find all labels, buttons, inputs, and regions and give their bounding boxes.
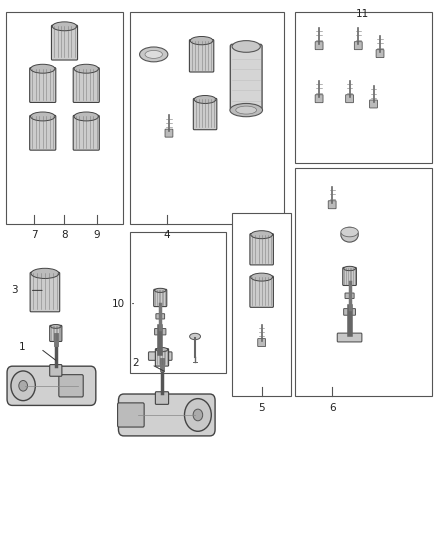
Text: 11: 11	[356, 10, 369, 19]
FancyBboxPatch shape	[343, 268, 357, 286]
FancyBboxPatch shape	[315, 95, 323, 103]
Ellipse shape	[156, 348, 168, 352]
Ellipse shape	[251, 273, 272, 281]
FancyBboxPatch shape	[30, 68, 56, 102]
FancyBboxPatch shape	[155, 392, 169, 405]
FancyBboxPatch shape	[154, 289, 167, 306]
Text: 1: 1	[19, 342, 25, 352]
Text: 3: 3	[11, 285, 18, 295]
Ellipse shape	[31, 112, 55, 121]
Ellipse shape	[236, 106, 257, 114]
FancyBboxPatch shape	[51, 25, 78, 60]
Ellipse shape	[230, 103, 262, 117]
Text: 2: 2	[132, 358, 138, 368]
FancyBboxPatch shape	[49, 365, 62, 376]
FancyBboxPatch shape	[59, 375, 83, 397]
Ellipse shape	[74, 64, 99, 73]
Text: 5: 5	[258, 403, 265, 413]
Circle shape	[19, 381, 28, 391]
FancyBboxPatch shape	[315, 42, 323, 50]
Ellipse shape	[190, 333, 201, 340]
Bar	[130, 12, 284, 224]
FancyBboxPatch shape	[344, 309, 356, 315]
Text: 8: 8	[61, 230, 68, 240]
Bar	[232, 214, 291, 397]
Ellipse shape	[341, 227, 358, 242]
FancyBboxPatch shape	[258, 338, 265, 346]
Bar	[295, 168, 432, 397]
Ellipse shape	[74, 112, 99, 121]
FancyBboxPatch shape	[7, 366, 96, 406]
Ellipse shape	[190, 36, 213, 45]
Ellipse shape	[50, 325, 61, 328]
Ellipse shape	[145, 51, 162, 59]
FancyBboxPatch shape	[118, 394, 215, 436]
FancyBboxPatch shape	[250, 233, 273, 265]
Ellipse shape	[140, 47, 168, 62]
Circle shape	[184, 399, 211, 431]
FancyBboxPatch shape	[345, 293, 354, 298]
Ellipse shape	[344, 266, 356, 271]
FancyBboxPatch shape	[354, 42, 362, 50]
FancyBboxPatch shape	[73, 68, 99, 102]
Text: 10: 10	[112, 298, 125, 309]
FancyBboxPatch shape	[250, 276, 273, 308]
Text: 7: 7	[31, 230, 37, 240]
Text: 9: 9	[94, 230, 100, 240]
FancyBboxPatch shape	[49, 325, 62, 342]
FancyBboxPatch shape	[230, 44, 262, 110]
Text: 6: 6	[329, 403, 336, 413]
FancyBboxPatch shape	[148, 352, 172, 360]
Ellipse shape	[341, 227, 358, 237]
Bar	[6, 12, 123, 224]
FancyBboxPatch shape	[30, 272, 60, 312]
Ellipse shape	[251, 231, 272, 239]
FancyBboxPatch shape	[155, 349, 169, 366]
Circle shape	[11, 371, 35, 401]
Ellipse shape	[232, 41, 260, 52]
Circle shape	[193, 409, 203, 421]
Bar	[130, 232, 226, 373]
FancyBboxPatch shape	[30, 115, 56, 150]
FancyBboxPatch shape	[189, 39, 214, 72]
Ellipse shape	[155, 288, 166, 293]
FancyBboxPatch shape	[370, 100, 378, 108]
Text: 4: 4	[163, 230, 170, 240]
FancyBboxPatch shape	[193, 99, 217, 130]
Bar	[295, 12, 432, 163]
FancyBboxPatch shape	[155, 328, 166, 335]
FancyBboxPatch shape	[73, 115, 99, 150]
FancyBboxPatch shape	[117, 403, 144, 427]
Ellipse shape	[194, 95, 216, 103]
FancyBboxPatch shape	[156, 314, 165, 319]
FancyBboxPatch shape	[165, 129, 173, 137]
Ellipse shape	[31, 64, 55, 73]
FancyBboxPatch shape	[337, 333, 362, 342]
FancyBboxPatch shape	[328, 201, 336, 209]
Ellipse shape	[52, 22, 77, 31]
FancyBboxPatch shape	[346, 95, 353, 103]
Ellipse shape	[31, 268, 59, 278]
FancyBboxPatch shape	[376, 50, 384, 58]
